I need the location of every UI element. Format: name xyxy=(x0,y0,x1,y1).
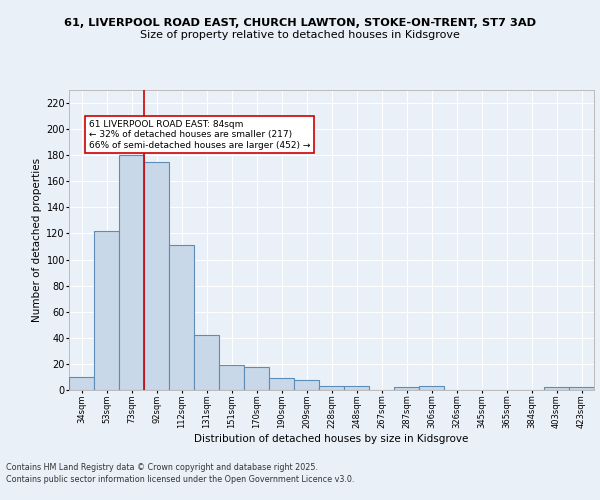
Text: Contains public sector information licensed under the Open Government Licence v3: Contains public sector information licen… xyxy=(6,475,355,484)
Text: Size of property relative to detached houses in Kidsgrove: Size of property relative to detached ho… xyxy=(140,30,460,40)
Bar xyxy=(94,231,119,390)
Bar xyxy=(419,386,444,390)
Bar xyxy=(69,377,94,390)
Bar xyxy=(244,366,269,390)
Text: 61, LIVERPOOL ROAD EAST, CHURCH LAWTON, STOKE-ON-TRENT, ST7 3AD: 61, LIVERPOOL ROAD EAST, CHURCH LAWTON, … xyxy=(64,18,536,28)
Bar xyxy=(119,155,144,390)
Bar xyxy=(194,335,219,390)
X-axis label: Distribution of detached houses by size in Kidsgrove: Distribution of detached houses by size … xyxy=(194,434,469,444)
Bar xyxy=(394,388,419,390)
Bar xyxy=(569,388,594,390)
Bar xyxy=(294,380,319,390)
Bar xyxy=(344,386,369,390)
Bar xyxy=(319,386,344,390)
Bar xyxy=(169,245,194,390)
Bar xyxy=(269,378,294,390)
Text: Contains HM Land Registry data © Crown copyright and database right 2025.: Contains HM Land Registry data © Crown c… xyxy=(6,464,318,472)
Y-axis label: Number of detached properties: Number of detached properties xyxy=(32,158,42,322)
Text: 61 LIVERPOOL ROAD EAST: 84sqm
← 32% of detached houses are smaller (217)
66% of : 61 LIVERPOOL ROAD EAST: 84sqm ← 32% of d… xyxy=(89,120,310,150)
Bar xyxy=(544,388,569,390)
Bar xyxy=(144,162,169,390)
Bar xyxy=(219,365,244,390)
